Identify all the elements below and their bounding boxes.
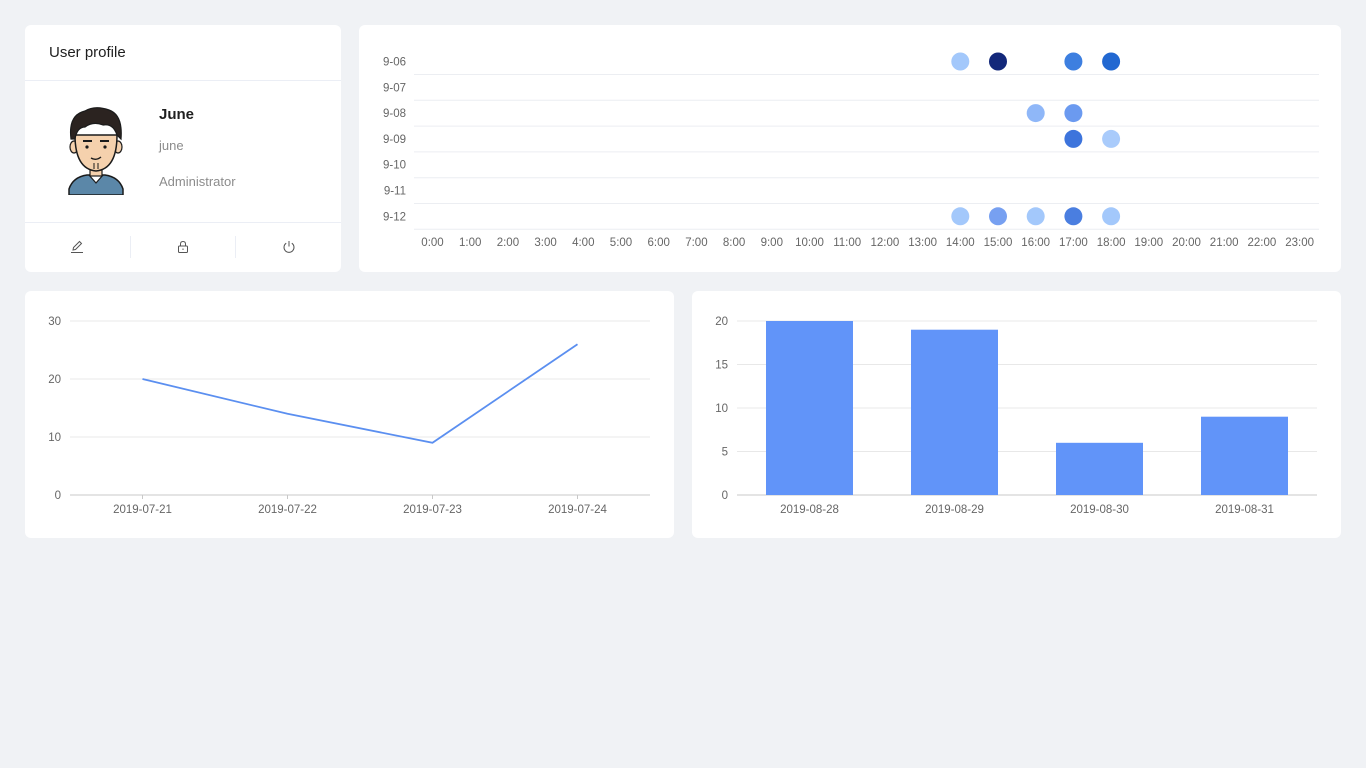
bar-chart: 0 5 10 15 20 2019-08-28 2019-08-29 2019-08-30 20… xyxy=(715,316,1317,516)
punch-dot xyxy=(1102,52,1121,71)
line-chart-card: 0 10 20 30 2019-07-21 2019-07-22 2019-07-23 201… xyxy=(25,291,674,538)
punch-hour-label: 2:00 xyxy=(497,237,519,249)
profile-body: June june Administrator xyxy=(25,81,341,223)
punch-hour-label: 3:00 xyxy=(534,237,556,249)
punch-row-label: 9-11 xyxy=(384,186,406,198)
bar-y-tick: 10 xyxy=(715,403,728,415)
punch-hour-label: 8:00 xyxy=(723,237,745,249)
line-x-tick: 2019-07-22 xyxy=(258,504,317,516)
punch-hour-label: 17:00 xyxy=(1059,237,1088,249)
punch-dot xyxy=(1064,104,1083,123)
avatar xyxy=(68,107,124,195)
punch-hour-label: 22:00 xyxy=(1248,237,1277,249)
punch-hour-label: 18:00 xyxy=(1097,237,1126,249)
punch-dot xyxy=(1102,129,1121,148)
punch-hour-label: 20:00 xyxy=(1172,237,1201,249)
bar-x-tick: 2019-08-28 xyxy=(780,504,839,516)
edit-icon xyxy=(71,240,84,253)
punch-hour-label: 16:00 xyxy=(1021,237,1050,249)
punch-hour-label: 23:00 xyxy=(1285,237,1314,249)
punch-hour-label: 10:00 xyxy=(795,237,824,249)
punch-hour-label: 13:00 xyxy=(908,237,937,249)
lock-button[interactable] xyxy=(129,236,236,258)
punch-hour-label: 14:00 xyxy=(946,237,975,249)
bar xyxy=(1056,442,1143,495)
profile-actions xyxy=(25,223,341,271)
punch-hour-label: 1:00 xyxy=(459,237,481,249)
bar xyxy=(1201,416,1288,495)
line-series xyxy=(142,343,579,444)
punch-dot xyxy=(1064,129,1083,148)
bar-y-tick: 20 xyxy=(715,316,728,328)
punch-hour-label: 6:00 xyxy=(648,237,670,249)
punch-row-label: 9-09 xyxy=(383,134,406,146)
bar-x-tick: 2019-08-31 xyxy=(1215,504,1274,516)
edit-profile-button[interactable] xyxy=(25,236,130,258)
punchcard-chart: 9-06 9-07 9-08 9-09 9-10 9-11 9-12 0:00 1:00 2:00… xyxy=(383,52,1319,249)
user-name: June xyxy=(159,106,195,123)
bar-chart-card: 0 5 10 15 20 2019-08-28 2019-08-29 2019-08-30 20… xyxy=(692,291,1341,538)
punch-hour-label: 7:00 xyxy=(685,237,707,249)
punch-row-label: 9-10 xyxy=(383,160,406,172)
line-x-tick: 2019-07-21 xyxy=(113,504,172,516)
punch-dot xyxy=(989,207,1007,226)
punch-hour-label: 12:00 xyxy=(871,237,900,249)
punch-hour-label: 15:00 xyxy=(984,237,1013,249)
punch-hour-label: 21:00 xyxy=(1210,237,1239,249)
profile-header: User profile xyxy=(25,25,341,81)
line-chart: 0 10 20 30 2019-07-21 2019-07-22 2019-07-23 201… xyxy=(48,316,650,516)
bar-y-tick: 15 xyxy=(715,360,728,372)
punch-dot xyxy=(1102,207,1121,226)
logout-button[interactable] xyxy=(235,236,341,258)
line-y-tick: 20 xyxy=(48,374,61,386)
punch-hour-label: 11:00 xyxy=(833,237,861,249)
punch-hour-label: 0:00 xyxy=(421,237,443,249)
lock-icon xyxy=(178,240,188,253)
punch-hour-label: 19:00 xyxy=(1134,237,1163,249)
user-profile-card: User profile June june Administrator xyxy=(25,25,341,272)
punch-hour-label: 5:00 xyxy=(610,237,632,249)
user-login: june xyxy=(159,138,184,153)
power-icon xyxy=(283,241,295,253)
line-x-tick: 2019-07-24 xyxy=(548,504,607,516)
punch-dot xyxy=(1026,207,1045,226)
bar-y-tick: 5 xyxy=(722,447,728,459)
punch-dot xyxy=(951,207,970,226)
bar xyxy=(766,321,853,495)
line-y-tick: 10 xyxy=(48,432,61,444)
punch-row-label: 9-06 xyxy=(383,57,406,69)
punch-dot xyxy=(1026,104,1045,123)
punch-row-label: 9-07 xyxy=(383,82,406,94)
punch-dot xyxy=(1064,207,1083,226)
bar-x-tick: 2019-08-30 xyxy=(1070,504,1129,516)
bar-x-tick: 2019-08-29 xyxy=(925,504,984,516)
punch-dot xyxy=(951,52,970,71)
bar xyxy=(911,329,998,495)
profile-title: User profile xyxy=(49,44,126,61)
punch-row-label: 9-08 xyxy=(383,108,406,120)
line-y-tick: 30 xyxy=(48,316,61,328)
punch-row-label: 9-12 xyxy=(383,211,406,223)
punch-dot xyxy=(1064,52,1083,71)
user-role: Administrator xyxy=(159,174,236,189)
punch-hour-label: 9:00 xyxy=(761,237,783,249)
punch-hour-label: 4:00 xyxy=(572,237,594,249)
line-y-tick: 0 xyxy=(55,490,61,502)
bar-y-tick: 0 xyxy=(722,490,728,502)
punch-dot xyxy=(989,52,1007,71)
activity-punchcard: 9-06 9-07 9-08 9-09 9-10 9-11 9-12 0:00 1:00 2:00… xyxy=(359,25,1341,272)
line-x-tick: 2019-07-23 xyxy=(403,504,462,516)
